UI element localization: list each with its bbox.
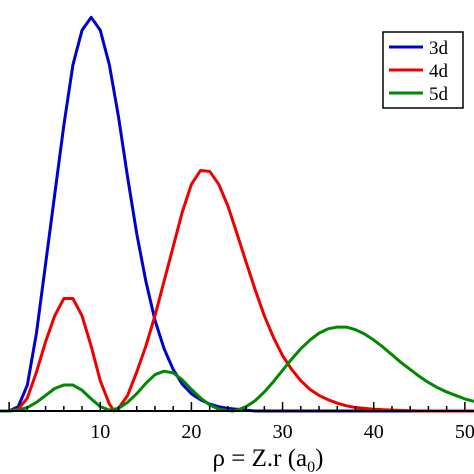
x-axis-label: ρ = Z.r (a0): [213, 445, 324, 474]
series-line-4d: [0, 168, 474, 413]
x-tick-label: 20: [181, 421, 201, 443]
axis-layer: 10 20 30 40 50: [0, 402, 474, 443]
legend-label-3d: 3d: [429, 38, 449, 59]
legend-label-4d: 4d: [429, 61, 449, 82]
x-tick-label: 40: [364, 421, 384, 443]
x-tick-label: 10: [90, 421, 110, 443]
x-tick-label: 30: [273, 421, 293, 443]
series-line-5d: [0, 325, 474, 413]
legend-label-5d: 5d: [429, 84, 449, 105]
x-tick-label: 50: [455, 421, 474, 443]
